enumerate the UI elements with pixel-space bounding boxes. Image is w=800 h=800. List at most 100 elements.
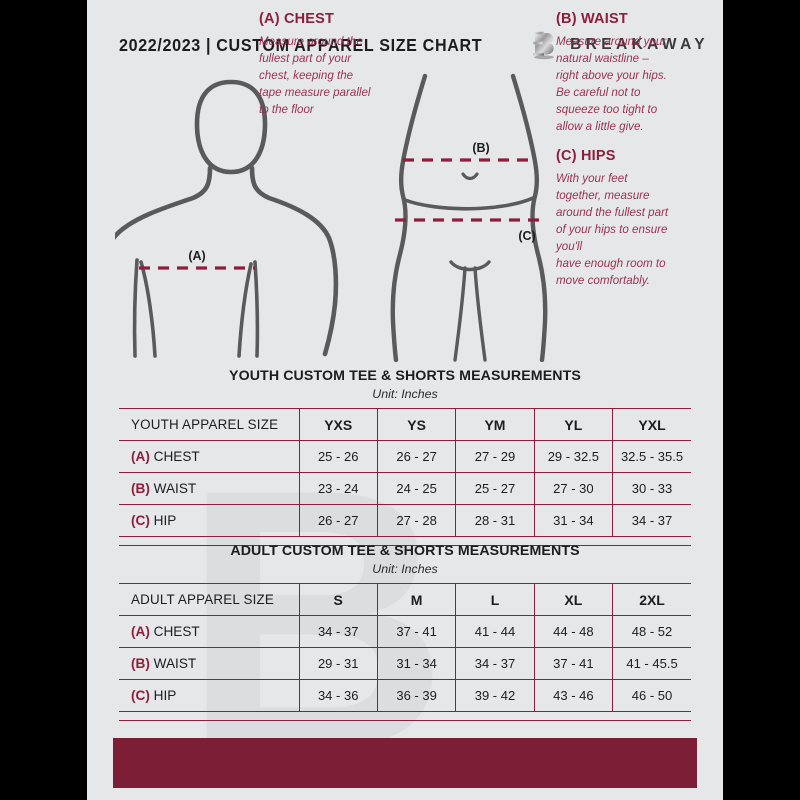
row-name-hip: HIP [153,513,177,528]
youth-col-yl: YL [533,408,614,441]
youth-row-label-hip: (C) HIP [119,504,300,537]
callout-hips: (C) HIPS With your feet together, measur… [556,148,698,289]
adult-table-unit: Unit: Inches [372,562,438,576]
adult-col-l: L [455,583,535,616]
row-name-waist: WAIST [153,481,197,496]
cell: 31 - 34 [376,647,457,680]
row-tag-b: (B) [131,481,150,496]
cell: 37 - 41 [376,615,457,648]
youth-col-ys: YS [376,408,457,441]
page-header: 2022/2023 | CUSTOM APPAREL SIZE CHART [87,28,723,62]
youth-size-table: YOUTH APPAREL SIZE YXS YS YM YL YXL (A) [119,408,691,537]
cell: 25 - 26 [298,440,378,473]
callout-hips-title: (C) HIPS [556,148,616,164]
youth-table-unit: Unit: Inches [372,387,438,401]
table-row: (B) WAIST 29 - 31 31 - 34 34 - 37 37 - 4… [119,647,691,680]
cell: 44 - 48 [533,615,614,648]
callout-chest-body: Measure around the fullest part of your … [259,35,371,116]
row-name-waist: WAIST [153,656,197,671]
cell: 25 - 27 [455,472,535,505]
table-row: (A) CHEST 25 - 26 26 - 27 27 - 29 29 - 3… [119,440,691,473]
cell: 27 - 30 [533,472,614,505]
callout-waist-body: Measure around your natural waistline – … [556,35,667,133]
row-tag-a: (A) [131,449,150,464]
youth-size-header: YOUTH APPAREL SIZE [119,408,300,441]
adult-row-label-waist: (B) WAIST [119,647,300,680]
row-name-chest: CHEST [153,624,200,639]
callout-waist: (B) WAIST Measure around your natural wa… [556,11,696,136]
brand-name: BREAKAWAY [570,36,709,53]
cell: 43 - 46 [533,679,614,712]
row-tag-c: (C) [131,688,150,703]
callout-chest-title: (A) CHEST [259,11,335,27]
youth-table-bottom-rule [119,545,691,546]
cell: 30 - 33 [612,472,691,505]
row-tag-c: (C) [131,513,150,528]
chest-measure-label: (A) [188,249,205,263]
cell: 37 - 41 [533,647,614,680]
cell: 36 - 39 [376,679,457,712]
footer-bar [113,738,697,788]
table-row: (A) CHEST 34 - 37 37 - 41 41 - 44 44 - 4… [119,615,691,648]
youth-col-yxl: YXL [612,408,691,441]
cell: 34 - 37 [612,504,691,537]
cell: 34 - 37 [455,647,535,680]
row-name-chest: CHEST [153,449,200,464]
cell: 41 - 44 [455,615,535,648]
adult-size-table: ADULT APPAREL SIZE S M L XL 2XL (A) CHES [119,583,691,712]
youth-col-yxs: YXS [298,408,378,441]
cell: 29 - 32.5 [533,440,614,473]
table-row: (C) HIP 26 - 27 27 - 28 28 - 31 31 - 34 … [119,504,691,537]
adult-row-label-chest: (A) CHEST [119,615,300,648]
adult-table-block: ADULT CUSTOM TEE & SHORTS MEASUREMENTS U… [119,543,691,721]
row-name-hip: HIP [153,688,177,703]
upper-body-figure: (A) [115,79,339,358]
cell: 26 - 27 [376,440,457,473]
youth-col-ym: YM [455,408,535,441]
table-row: (B) WAIST 23 - 24 24 - 25 25 - 27 27 - 3… [119,472,691,505]
hip-measure-label: (C) [518,229,535,243]
row-tag-b: (B) [131,656,150,671]
adult-col-2xl: 2XL [612,583,691,616]
adult-size-header: ADULT APPAREL SIZE [119,583,300,616]
adult-table-bottom-rule [119,720,691,721]
youth-table-title: YOUTH CUSTOM TEE & SHORTS MEASUREMENTS [229,368,581,384]
callout-hips-body: With your feet together, measure around … [556,172,669,287]
callout-waist-title: (B) WAIST [556,11,628,27]
adult-col-s: S [298,583,378,616]
callout-chest: (A) CHEST Measure around the fullest par… [259,11,409,119]
youth-row-label-chest: (A) CHEST [119,440,300,473]
illustrations: (A) [87,72,723,362]
page-title: 2022/2023 | CUSTOM APPAREL SIZE CHART [119,34,483,55]
youth-table-block: YOUTH CUSTOM TEE & SHORTS MEASUREMENTS U… [119,368,691,546]
lower-body-figure: (B) (C) [390,73,548,362]
waist-measure-label: (B) [472,141,489,155]
cell: 27 - 29 [455,440,535,473]
cell: 28 - 31 [455,504,535,537]
cell: 24 - 25 [376,472,457,505]
cell: 29 - 31 [298,647,378,680]
cell: 46 - 50 [612,679,691,712]
cell: 34 - 36 [298,679,378,712]
cell: 23 - 24 [298,472,378,505]
row-tag-a: (A) [131,624,150,639]
youth-row-label-waist: (B) WAIST [119,472,300,505]
adult-table-title: ADULT CUSTOM TEE & SHORTS MEASUREMENTS [230,543,580,559]
cell: 31 - 34 [533,504,614,537]
cell: 32.5 - 35.5 [612,440,691,473]
cell: 34 - 37 [298,615,378,648]
adult-col-m: M [376,583,457,616]
adult-row-label-hip: (C) HIP [119,679,300,712]
brand-lockup: BREAKAWAY [531,30,709,60]
breakaway-b-monogram-icon [531,30,557,60]
adult-col-xl: XL [533,583,614,616]
cell: 39 - 42 [455,679,535,712]
size-chart-page: B 2022/2023 | CUSTOM APPAREL SIZE CHART [87,0,723,800]
cell: 27 - 28 [376,504,457,537]
cell: 48 - 52 [612,615,691,648]
cell: 26 - 27 [298,504,378,537]
table-header-row: ADULT APPAREL SIZE S M L XL 2XL [119,583,691,616]
table-row: (C) HIP 34 - 36 36 - 39 39 - 42 43 - 46 … [119,679,691,712]
cell: 41 - 45.5 [612,647,691,680]
